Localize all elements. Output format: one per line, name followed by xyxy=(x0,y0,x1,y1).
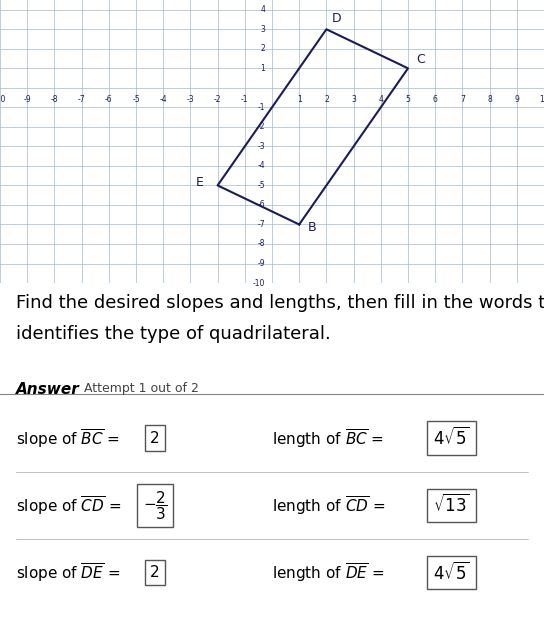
Text: $\sqrt{13}$: $\sqrt{13}$ xyxy=(433,494,470,516)
Text: -8: -8 xyxy=(51,95,58,104)
Text: -7: -7 xyxy=(78,95,85,104)
Text: -3: -3 xyxy=(187,95,194,104)
Text: slope of $\overline{DE}$ =: slope of $\overline{DE}$ = xyxy=(16,561,122,584)
Text: slope of $\overline{CD}$ =: slope of $\overline{CD}$ = xyxy=(16,494,123,517)
Text: -10: -10 xyxy=(0,95,6,104)
Text: -9: -9 xyxy=(257,259,265,268)
Text: length of $\overline{DE}$ =: length of $\overline{DE}$ = xyxy=(272,561,386,584)
Text: 6: 6 xyxy=(433,95,437,104)
Text: D: D xyxy=(332,12,342,25)
Text: 1: 1 xyxy=(297,95,301,104)
Text: Attempt 1 out of 2: Attempt 1 out of 2 xyxy=(84,382,199,395)
Text: -4: -4 xyxy=(257,162,265,170)
Text: 4: 4 xyxy=(379,95,383,104)
Text: -1: -1 xyxy=(241,95,249,104)
Text: Find the desired slopes and lengths, then fill in the words that BEST: Find the desired slopes and lengths, the… xyxy=(16,294,544,312)
Text: 2: 2 xyxy=(150,431,160,446)
Text: identifies the type of quadrilateral.: identifies the type of quadrilateral. xyxy=(16,326,331,343)
Text: 7: 7 xyxy=(460,95,465,104)
Text: -5: -5 xyxy=(257,181,265,190)
Text: -3: -3 xyxy=(257,142,265,151)
Text: -5: -5 xyxy=(132,95,140,104)
Text: -2: -2 xyxy=(214,95,221,104)
Text: E: E xyxy=(196,176,203,190)
Text: 2: 2 xyxy=(261,45,265,53)
Text: $4\sqrt{5}$: $4\sqrt{5}$ xyxy=(433,427,470,450)
Text: 3: 3 xyxy=(351,95,356,104)
Text: 8: 8 xyxy=(487,95,492,104)
Text: B: B xyxy=(307,221,316,234)
Text: -6: -6 xyxy=(105,95,113,104)
Text: 4: 4 xyxy=(261,5,265,14)
Text: -6: -6 xyxy=(257,200,265,209)
Text: -1: -1 xyxy=(258,103,265,112)
Text: Answer: Answer xyxy=(16,382,80,397)
Text: length of $\overline{CD}$ =: length of $\overline{CD}$ = xyxy=(272,494,387,517)
Text: $-\dfrac{2}{3}$: $-\dfrac{2}{3}$ xyxy=(143,489,168,522)
Text: 3: 3 xyxy=(261,25,265,34)
Text: 2: 2 xyxy=(150,565,160,580)
Text: -8: -8 xyxy=(258,240,265,249)
Text: length of $\overline{BC}$ =: length of $\overline{BC}$ = xyxy=(272,427,386,450)
Text: 1: 1 xyxy=(261,64,265,73)
Text: 10: 10 xyxy=(539,95,544,104)
Text: slope of $\overline{BC}$ =: slope of $\overline{BC}$ = xyxy=(16,427,122,450)
Text: -2: -2 xyxy=(258,122,265,132)
Text: 2: 2 xyxy=(324,95,329,104)
Text: -4: -4 xyxy=(159,95,167,104)
Text: -9: -9 xyxy=(23,95,31,104)
Text: 9: 9 xyxy=(515,95,519,104)
Text: C: C xyxy=(416,53,425,66)
Text: -7: -7 xyxy=(257,220,265,229)
Text: $4\sqrt{5}$: $4\sqrt{5}$ xyxy=(433,562,470,583)
Text: -10: -10 xyxy=(253,279,265,287)
Text: 5: 5 xyxy=(406,95,410,104)
